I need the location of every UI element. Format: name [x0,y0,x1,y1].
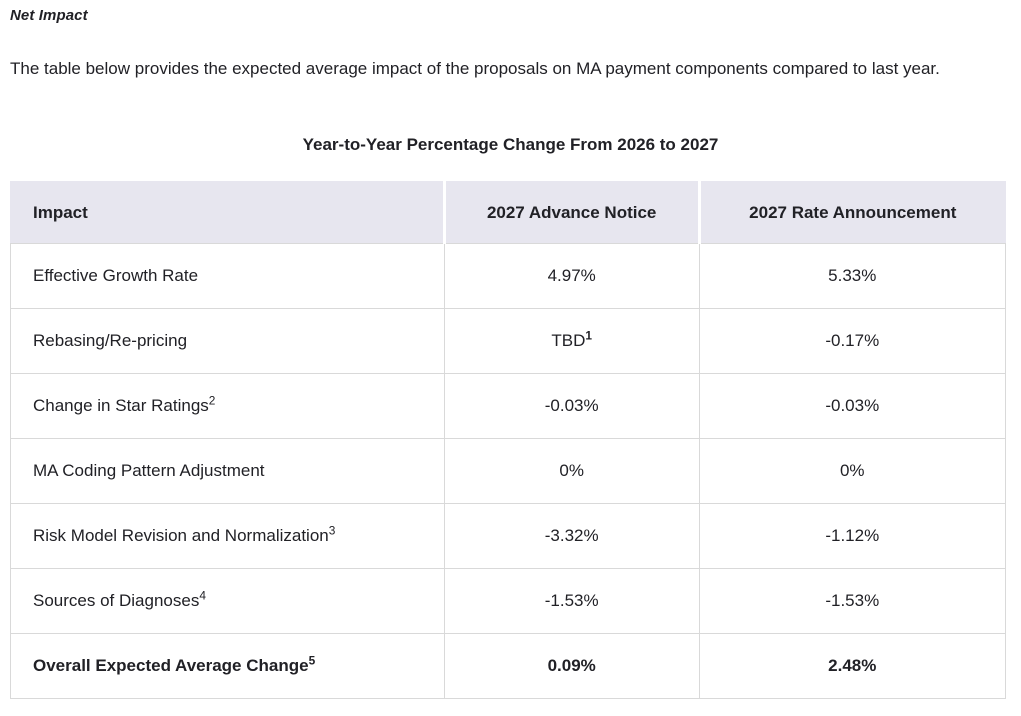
footnote-marker: 1 [585,328,592,343]
row-label: Change in Star Ratings2 [10,373,445,439]
rate-announcement-value: 0% [698,438,1007,504]
table-row: Effective Growth Rate 4.97% 5.33% [10,243,1007,309]
advance-notice-value: -3.32% [443,503,700,569]
row-label: Overall Expected Average Change5 [10,633,445,699]
rate-announcement-value: -0.17% [698,308,1007,374]
table-row: Rebasing/Re-pricing TBD1 -0.17% [10,308,1007,374]
table-title: Year-to-Year Percentage Change From 2026… [302,135,719,154]
table-body: Effective Growth Rate 4.97% 5.33% Rebasi… [10,243,1007,699]
advance-notice-value: TBD1 [443,308,700,374]
impact-table: Impact 2027 Advance Notice 2027 Rate Ann… [10,181,1007,699]
advance-notice-value: 0.09% [443,633,700,699]
footnote-marker: 2 [208,393,216,408]
table-row: MA Coding Pattern Adjustment 0% 0% [10,438,1007,504]
table-row: Sources of Diagnoses4 -1.53% -1.53% [10,568,1007,634]
advance-notice-value: 0% [443,438,700,504]
table-header: Impact 2027 Advance Notice 2027 Rate Ann… [10,181,1007,244]
column-header-impact: Impact [10,181,446,244]
row-label: MA Coding Pattern Adjustment [10,438,445,504]
header-row: Impact 2027 Advance Notice 2027 Rate Ann… [10,181,1007,244]
table-row-total: Overall Expected Average Change5 0.09% 2… [10,633,1007,699]
rate-announcement-value: -1.53% [698,568,1007,634]
rate-announcement-value: 5.33% [698,243,1007,309]
table-row: Change in Star Ratings2 -0.03% -0.03% [10,373,1007,439]
rate-announcement-value: -0.03% [698,373,1007,439]
advance-notice-value: -0.03% [443,373,700,439]
footnote-marker: 3 [328,523,336,538]
row-label: Rebasing/Re-pricing [10,308,445,374]
row-label: Effective Growth Rate [10,243,445,309]
row-label: Risk Model Revision and Normalization3 [10,503,445,569]
advance-notice-value: 4.97% [443,243,700,309]
row-label: Sources of Diagnoses4 [10,568,445,634]
rate-announcement-value: 2.48% [698,633,1007,699]
advance-notice-value: -1.53% [443,568,700,634]
footnote-marker: 4 [199,588,206,603]
intro-paragraph: The table below provides the expected av… [10,59,940,78]
rate-announcement-value: -1.12% [698,503,1007,569]
footnote-marker: 5 [308,653,316,668]
table-row: Risk Model Revision and Normalization3 -… [10,503,1007,569]
column-header-advance-notice: 2027 Advance Notice [442,181,701,244]
section-heading: Net Impact [10,7,88,24]
column-header-rate-announcement: 2027 Rate Announcement [697,181,1007,244]
